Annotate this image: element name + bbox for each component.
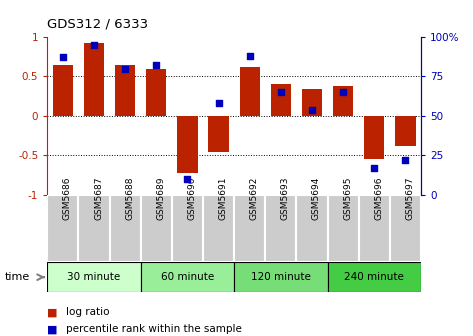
Bar — [141, 262, 234, 292]
Point — [59, 55, 67, 60]
Text: 120 minute: 120 minute — [251, 272, 311, 282]
Bar — [115, 65, 135, 116]
Bar — [209, 116, 228, 152]
Bar — [327, 262, 421, 292]
Bar — [234, 195, 265, 262]
Bar — [79, 195, 110, 262]
Point — [215, 100, 222, 106]
Bar — [177, 116, 198, 173]
Point — [277, 89, 285, 95]
Bar — [146, 69, 166, 116]
Bar — [47, 262, 141, 292]
Text: GSM5690: GSM5690 — [187, 176, 196, 220]
Text: 60 minute: 60 minute — [161, 272, 214, 282]
Bar — [53, 65, 73, 116]
Bar — [234, 262, 327, 292]
Text: GSM5691: GSM5691 — [219, 176, 228, 220]
Text: 30 minute: 30 minute — [67, 272, 121, 282]
Bar — [271, 84, 291, 116]
Bar — [47, 195, 79, 262]
Bar — [327, 195, 359, 262]
Bar — [364, 116, 385, 159]
Point — [402, 158, 409, 163]
Text: log ratio: log ratio — [66, 307, 110, 318]
Text: GSM5686: GSM5686 — [63, 176, 72, 220]
Point — [246, 53, 254, 58]
Text: GDS312 / 6333: GDS312 / 6333 — [47, 17, 149, 30]
Text: GSM5697: GSM5697 — [405, 176, 414, 220]
Point — [184, 176, 191, 182]
Text: GSM5692: GSM5692 — [250, 176, 259, 220]
Point — [370, 165, 378, 171]
Bar — [333, 86, 353, 116]
Point — [122, 66, 129, 71]
Text: GSM5695: GSM5695 — [343, 176, 352, 220]
Text: GSM5693: GSM5693 — [281, 176, 290, 220]
Point — [308, 107, 316, 112]
Text: 240 minute: 240 minute — [344, 272, 404, 282]
Text: ■: ■ — [47, 324, 58, 334]
Point — [339, 89, 347, 95]
Text: ■: ■ — [47, 307, 58, 318]
Bar — [203, 195, 234, 262]
Text: GSM5696: GSM5696 — [374, 176, 383, 220]
Bar — [265, 195, 297, 262]
Bar — [172, 195, 203, 262]
Text: time: time — [5, 272, 30, 282]
Bar — [110, 195, 141, 262]
Bar — [359, 195, 390, 262]
Bar — [302, 89, 322, 116]
Text: GSM5689: GSM5689 — [156, 176, 165, 220]
Bar — [141, 195, 172, 262]
Text: GSM5694: GSM5694 — [312, 176, 321, 220]
Text: GSM5687: GSM5687 — [94, 176, 103, 220]
Text: GSM5688: GSM5688 — [125, 176, 134, 220]
Point — [90, 42, 98, 48]
Bar — [395, 116, 415, 146]
Bar — [240, 67, 260, 116]
Text: percentile rank within the sample: percentile rank within the sample — [66, 324, 242, 334]
Bar — [390, 195, 421, 262]
Bar — [297, 195, 327, 262]
Point — [152, 63, 160, 68]
Bar — [84, 43, 104, 116]
